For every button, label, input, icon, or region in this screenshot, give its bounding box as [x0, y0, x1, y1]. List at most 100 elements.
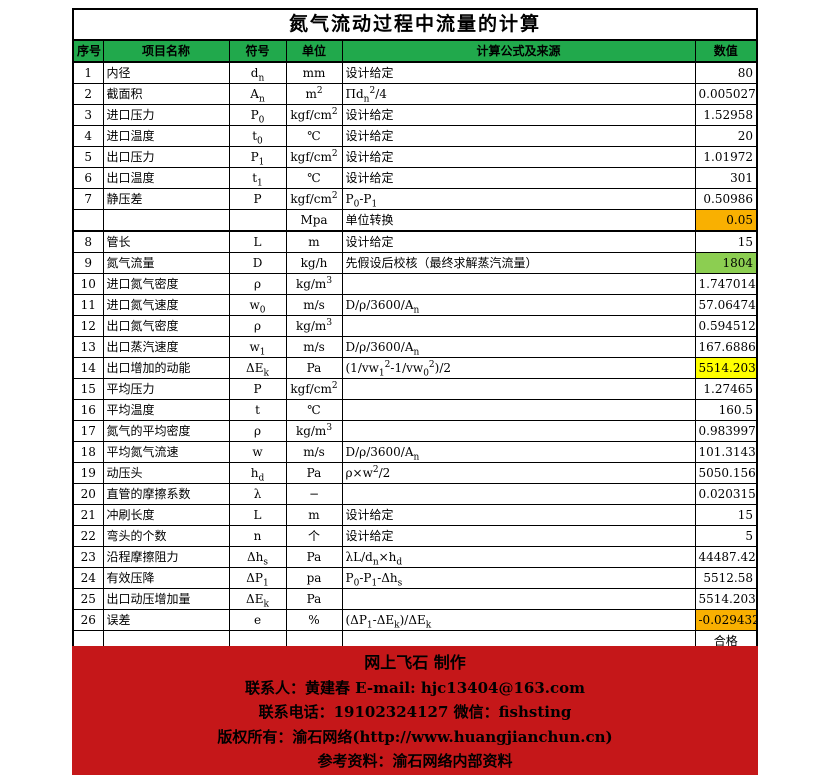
value-cell[interactable]: -0.029432 — [694, 609, 758, 631]
row-number-cell: 2 — [72, 83, 104, 105]
symbol-cell: λ — [228, 483, 287, 505]
value-cell: 0.983997 — [694, 420, 758, 442]
item-name-cell: 平均压力 — [102, 378, 230, 400]
row-number-cell: 4 — [72, 125, 104, 147]
item-name-cell: 管长 — [102, 230, 230, 253]
column-header: 符号 — [228, 39, 287, 63]
symbol-cell: hd — [228, 462, 287, 484]
formula-cell — [341, 315, 696, 337]
formula-cell: 先假设后校核（最终求解蒸汽流量） — [341, 252, 696, 274]
symbol-cell: L — [228, 504, 287, 526]
unit-cell: ℃ — [285, 125, 343, 147]
value-cell: 167.6886 — [694, 336, 758, 358]
table-row: 2 截面积 An m2 Πdn2/4 0.005027 — [72, 83, 758, 105]
item-name-cell: 出口压力 — [102, 146, 230, 168]
table-row: 11 进口氮气速度 w0 m/s D/ρ/3600/An 57.06474 — [72, 294, 758, 316]
row-number-cell: 5 — [72, 146, 104, 168]
item-name-cell: 平均温度 — [102, 399, 230, 421]
item-name-cell: 冲刷长度 — [102, 504, 230, 526]
table-row: 23 沿程摩擦阻力 Δhs Pa λL/dn×hd 44487.42 — [72, 546, 758, 568]
symbol-cell: ρ — [228, 420, 287, 442]
formula-cell: 设计给定 — [341, 61, 696, 84]
unit-cell: ℃ — [285, 399, 343, 421]
symbol-cell: P — [228, 188, 287, 210]
value-cell[interactable]: 0.05 — [694, 209, 758, 232]
value-cell: 0.50986 — [694, 188, 758, 210]
row-number-cell: 12 — [72, 315, 104, 337]
unit-cell: % — [285, 609, 343, 631]
value-cell: 101.3143 — [694, 441, 758, 463]
symbol-cell: t1 — [228, 167, 287, 189]
value-cell: 1.52958 — [694, 104, 758, 126]
value-cell[interactable]: 1804 — [694, 252, 758, 274]
value-cell[interactable]: 5514.203 — [694, 357, 758, 379]
footer-line: 版权所有：渝石网络(http://www.huangjianchun.cn) — [217, 727, 613, 746]
formula-cell — [341, 588, 696, 610]
formula-cell: 设计给定 — [341, 230, 696, 253]
row-number-cell: 19 — [72, 462, 104, 484]
unit-cell: mm — [285, 61, 343, 84]
value-cell: 20 — [694, 125, 758, 147]
formula-cell — [341, 399, 696, 421]
item-name-cell: 出口温度 — [102, 167, 230, 189]
row-number-cell: 3 — [72, 104, 104, 126]
table-row: 5 出口压力 P1 kgf/cm2 设计给定 1.01972 — [72, 146, 758, 168]
value-cell: 1.27465 — [694, 378, 758, 400]
row-number-cell: 15 — [72, 378, 104, 400]
row-number-cell: 11 — [72, 294, 104, 316]
symbol-cell: ΔEk — [228, 588, 287, 610]
symbol-cell: e — [228, 609, 287, 631]
unit-cell: kgf/cm2 — [285, 146, 343, 168]
symbol-cell: ΔEk — [228, 357, 287, 379]
unit-cell: 个 — [285, 525, 343, 547]
unit-cell: pa — [285, 567, 343, 589]
formula-cell: P0-P1-Δhs — [341, 567, 696, 589]
unit-cell: kgf/cm2 — [285, 188, 343, 210]
symbol-cell: t — [228, 399, 287, 421]
formula-cell — [341, 378, 696, 400]
row-number-cell: 14 — [72, 357, 104, 379]
formula-cell: ρ×w2/2 — [341, 462, 696, 484]
value-cell: 80 — [694, 61, 758, 84]
value-cell: 15 — [694, 504, 758, 526]
row-number-cell: 18 — [72, 441, 104, 463]
symbol-cell: D — [228, 252, 287, 274]
table-row: 4 进口温度 t0 ℃ 设计给定 20 — [72, 125, 758, 147]
item-name-cell: 进口压力 — [102, 104, 230, 126]
table-row: 26 误差 e% (ΔP1-ΔEk)/ΔEk -0.029432 — [72, 609, 758, 631]
row-number-cell: 7 — [72, 188, 104, 210]
item-name-cell: 沿程摩擦阻力 — [102, 546, 230, 568]
table-row: 6 出口温度 t1 ℃ 设计给定 301 — [72, 167, 758, 189]
row-number-cell: 22 — [72, 525, 104, 547]
unit-cell: kg/m3 — [285, 315, 343, 337]
formula-cell — [341, 273, 696, 295]
unit-cell: Mpa — [285, 209, 343, 232]
row-number-cell: 8 — [72, 230, 104, 253]
footer-line: 联系人：黄建春 E-mail: hjc13404@163.com — [244, 678, 586, 697]
unit-cell: kg/m3 — [285, 420, 343, 442]
symbol-cell: w1 — [228, 336, 287, 358]
unit-cell: Pa — [285, 546, 343, 568]
item-name-cell — [102, 209, 230, 232]
row-number-cell: 16 — [72, 399, 104, 421]
symbol-cell: ΔP1 — [228, 567, 287, 589]
item-name-cell: 氮气流量 — [102, 252, 230, 274]
unit-cell: m2 — [285, 83, 343, 105]
value-cell: 0.594512 — [694, 315, 758, 337]
symbol-cell: dn — [228, 61, 287, 84]
item-name-cell: 误差 — [102, 609, 230, 631]
footer-line: 联系电话：19102324127 微信：fishsting — [258, 703, 572, 721]
table-row: 22 弯头的个数 n 个设计给定 5 — [72, 525, 758, 547]
formula-cell: P0-P1 — [341, 188, 696, 210]
formula-cell: 设计给定 — [341, 525, 696, 547]
unit-cell: Pa — [285, 588, 343, 610]
row-number-cell: 9 — [72, 252, 104, 274]
value-cell: 1.01972 — [694, 146, 758, 168]
formula-cell: (1/vw12-1/vw02)/2 — [341, 357, 696, 379]
row-number-cell: 26 — [72, 609, 104, 631]
value-cell: 301 — [694, 167, 758, 189]
row-number-cell: 20 — [72, 483, 104, 505]
formula-cell: 设计给定 — [341, 504, 696, 526]
table-header-row: 序号 项目名称 符号 单位 计算公式及来源 数值 — [72, 39, 758, 63]
